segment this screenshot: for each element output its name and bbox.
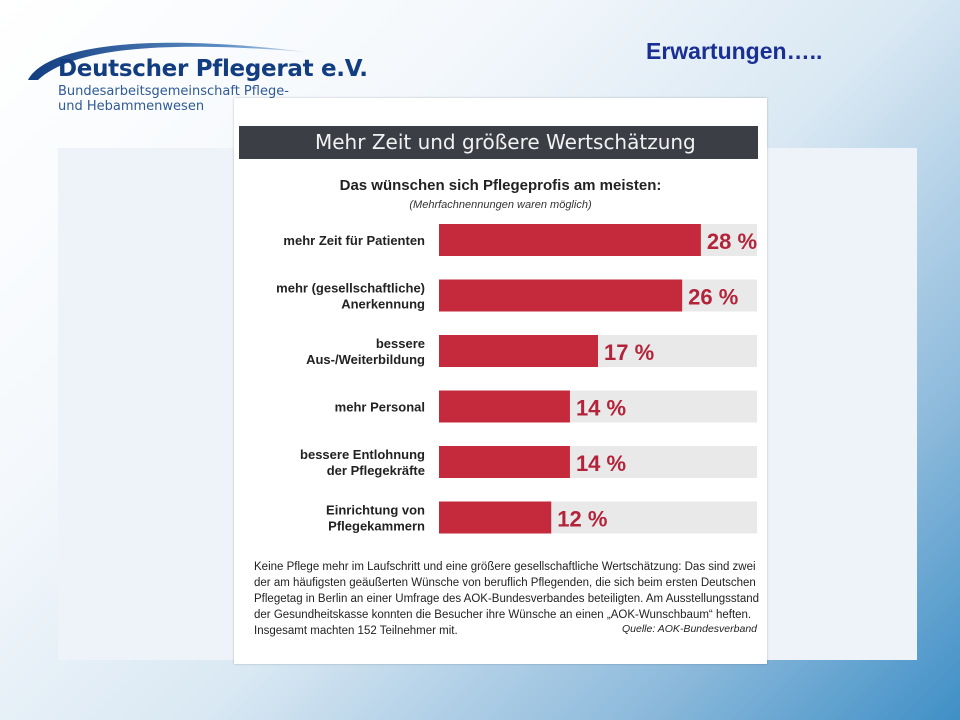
value-label: 14 %	[576, 451, 626, 476]
clipping-caption: Keine Pflege mehr im Laufschritt und ein…	[254, 561, 760, 637]
category-label: bessere Entlohnung	[300, 447, 425, 462]
category-label: Pflegekammern	[328, 519, 425, 534]
logo-name: Deutscher Pflegerat e.V.	[58, 56, 368, 82]
category-label: mehr Zeit für Patienten	[283, 233, 425, 248]
value-label: 26 %	[688, 285, 738, 310]
category-label: mehr (gesellschaftliche)	[276, 281, 425, 296]
chart-subtitle: (Mehrfachnennungen waren möglich)	[409, 199, 592, 211]
category-label: der Pflegekräfte	[327, 463, 425, 478]
bar-chart: mehr Zeit für Patienten 28 % mehr (gesells…	[276, 224, 757, 534]
bar	[439, 224, 701, 256]
value-label: 28 %	[707, 229, 757, 254]
value-label: 17 %	[604, 340, 654, 365]
newspaper-clipping: Mehr Zeit und größere Wertschätzung Das …	[234, 98, 767, 664]
bar	[439, 501, 552, 534]
value-label: 14 %	[576, 396, 626, 421]
bar	[439, 279, 683, 312]
category-label: bessere	[376, 336, 425, 351]
bar	[439, 390, 570, 423]
clipping-banner: Mehr Zeit und größere Wertschätzung	[239, 126, 758, 159]
chart-title: Das wünschen sich Pflegeprofis am meiste…	[339, 177, 662, 194]
slide-title: Erwartungen…..	[646, 38, 823, 64]
logo-subtitle-line2: und Hebammenwesen	[58, 99, 205, 114]
category-label: Anerkennung	[341, 297, 425, 312]
category-label: Aus-/Weiterbildung	[306, 352, 425, 367]
clipping-source: Quelle: AOK-Bundesverband	[621, 623, 757, 635]
bar	[439, 335, 598, 367]
value-label: 12 %	[557, 507, 607, 532]
logo-swoosh-icon	[28, 42, 306, 80]
bar	[439, 446, 570, 478]
category-label: Einrichtung von	[326, 503, 425, 518]
category-label: mehr Personal	[335, 400, 425, 415]
logo-subtitle-line1: Bundesarbeitsgemeinschaft Pflege-	[58, 84, 289, 99]
logo-subtitle: Bundesarbeitsgemeinschaft Pflege- und He…	[58, 84, 289, 114]
deutscher-pflegerat-logo: Deutscher Pflegerat e.V. Bundesarbeitsge…	[24, 34, 368, 124]
